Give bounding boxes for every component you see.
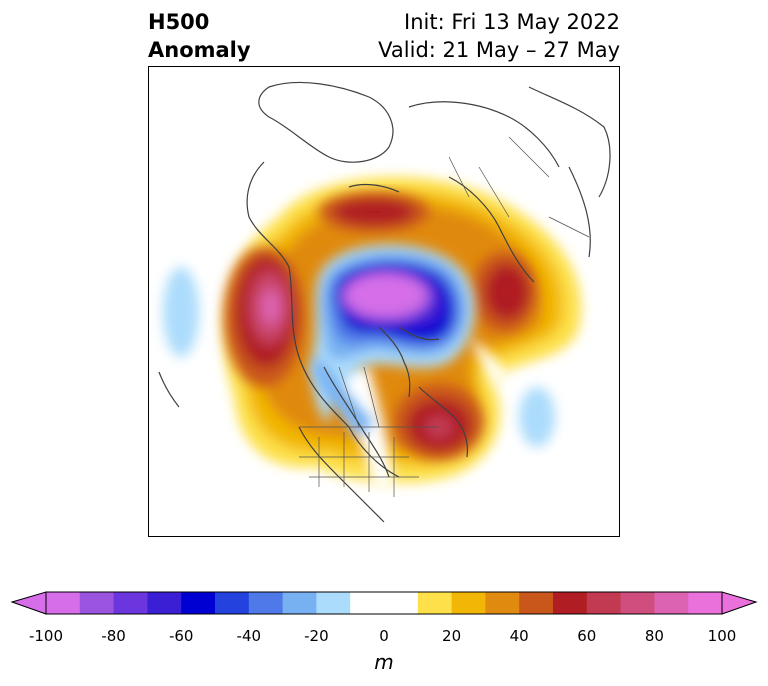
colorbar-under-arrow xyxy=(10,591,47,615)
colorbar-segment xyxy=(485,592,520,614)
colorbar-segment xyxy=(519,592,554,614)
colorbar-tick-label: -20 xyxy=(304,627,329,645)
colorbar-tick-label: 80 xyxy=(644,627,664,645)
colorbar-segment xyxy=(248,592,284,614)
colorbar-segment xyxy=(350,592,385,614)
colorbar-segment xyxy=(417,592,453,614)
colorbar-segment xyxy=(282,592,317,614)
colorbar-segment xyxy=(586,592,622,614)
colorbar-segment xyxy=(316,592,351,614)
colorbar-segment xyxy=(113,592,148,614)
colorbar-segment xyxy=(147,592,182,614)
colorbar-tick-label: 60 xyxy=(577,627,597,645)
colorbar-segment xyxy=(451,592,486,614)
political-boundaries xyxy=(299,136,590,497)
valid-time: Valid: 21 May – 27 May xyxy=(378,38,620,62)
colorbar-segment xyxy=(688,592,723,614)
colorbar-segment xyxy=(553,592,588,614)
west-ridge-anomaly xyxy=(224,247,304,387)
eurasian-ridge-anomaly xyxy=(472,252,536,332)
colorbar-tick-label: -100 xyxy=(28,627,64,645)
arctic-ridge-anomaly xyxy=(319,192,429,232)
colorbar-over-arrow xyxy=(721,591,758,615)
init-time: Init: Fri 13 May 2022 xyxy=(404,10,620,34)
colorbar-segment xyxy=(181,592,216,614)
colorbar-tick-label: -80 xyxy=(101,627,126,645)
coastlines xyxy=(158,81,611,523)
title-line-1: H500 xyxy=(148,10,210,34)
colorbar-segment xyxy=(384,592,419,614)
polar-low-anomaly xyxy=(312,244,476,427)
colorbar-unit-label: m xyxy=(374,650,394,674)
anomaly-map-canvas xyxy=(158,81,611,523)
valid-time-block: Init: Fri 13 May 2022 Valid: 21 May – 27… xyxy=(378,8,620,64)
colorbar-segment xyxy=(215,592,250,614)
colorbar xyxy=(10,591,758,615)
colorbar-segment xyxy=(620,592,655,614)
colorbar-segment xyxy=(654,592,689,614)
anomaly-map xyxy=(148,66,620,537)
colorbar-segments xyxy=(46,592,723,614)
colorbar-tick-label: -40 xyxy=(236,627,262,645)
title-line-2: Anomaly xyxy=(148,38,251,62)
colorbar-tick-label: 100 xyxy=(707,627,737,645)
colorbar-segment xyxy=(46,592,81,614)
colorbar-segment xyxy=(79,592,115,614)
colorbar-tick-label: 0 xyxy=(379,627,389,645)
map-title: H500 Anomaly xyxy=(148,8,251,64)
colorbar-tick-label: -60 xyxy=(168,627,194,645)
east-north-america-ridge xyxy=(394,384,484,460)
colorbar-tick-label: 40 xyxy=(509,627,529,645)
weak-negative-anomalies xyxy=(163,267,555,447)
colorbar-tick-label: 20 xyxy=(442,627,462,645)
colorbar-outline xyxy=(45,591,723,615)
